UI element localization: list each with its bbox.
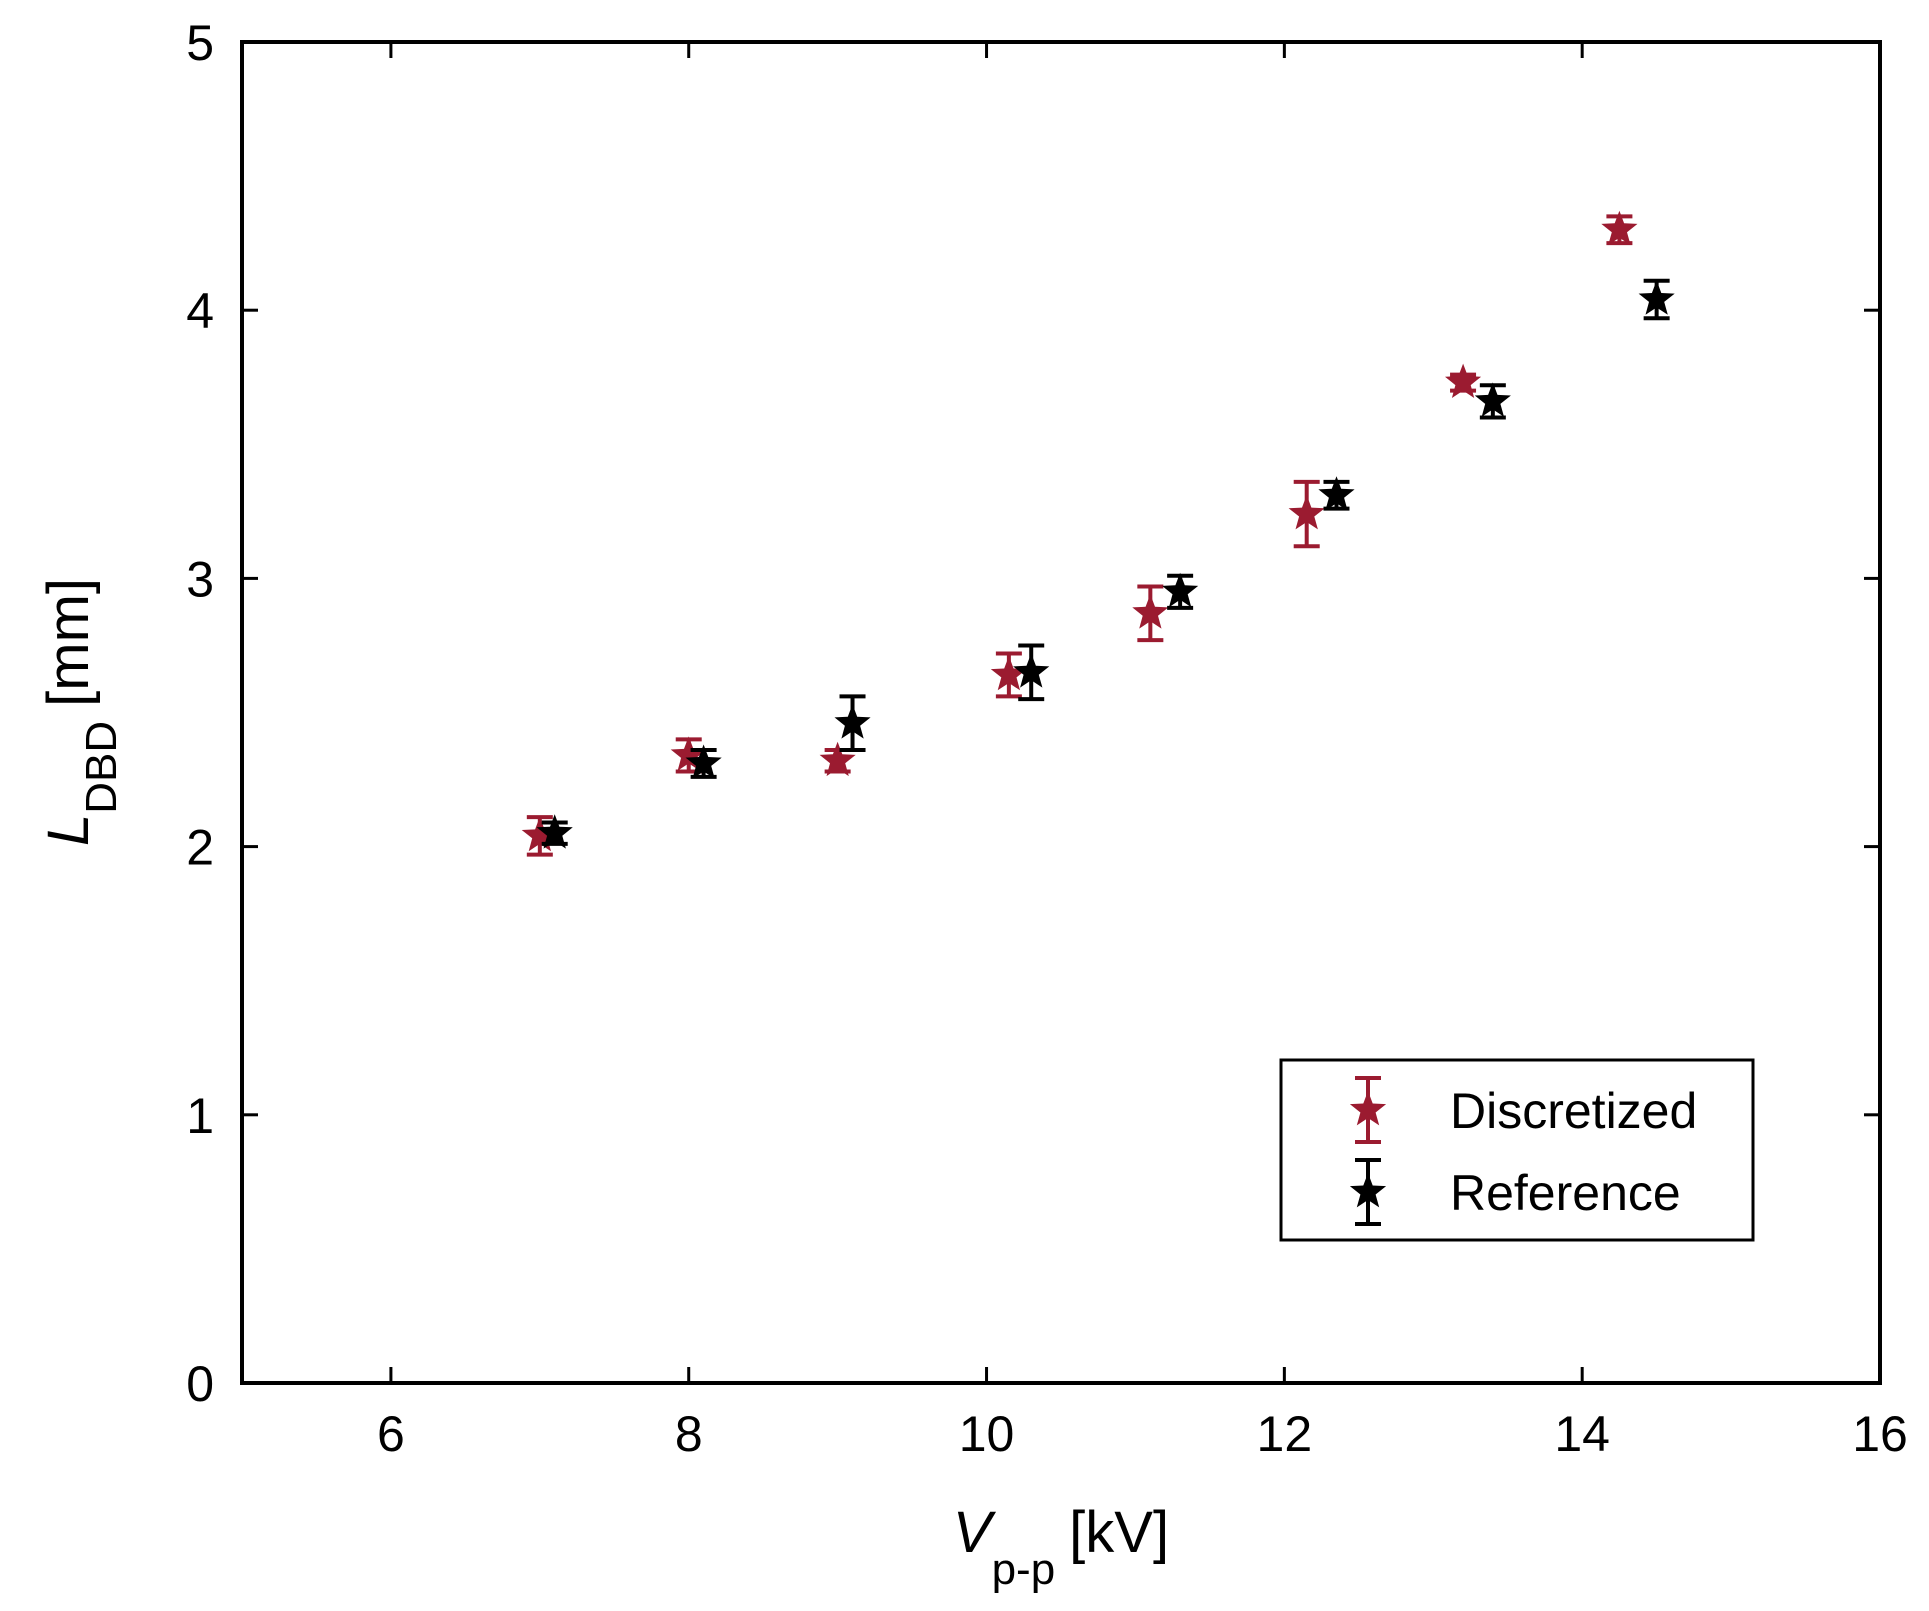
- x-tick-label: 14: [1554, 1406, 1610, 1462]
- x-axis-label-main: V: [953, 1500, 997, 1565]
- x-tick-label: 12: [1257, 1406, 1313, 1462]
- y-tick-label: 0: [186, 1356, 214, 1412]
- y-tick-label: 2: [186, 820, 214, 876]
- plot-frame: [240, 40, 1882, 1385]
- legend-label-reference: Reference: [1450, 1165, 1681, 1221]
- legend-box: [1279, 1058, 1755, 1242]
- data-point: [1288, 495, 1325, 530]
- legend-star-icon: [1349, 1173, 1387, 1208]
- axis-ticks: [242, 40, 1882, 1385]
- y-axis-label-main: L: [36, 814, 101, 846]
- data-point: [1162, 572, 1199, 608]
- data-point: [670, 736, 707, 771]
- legend-label-discretized: Discretized: [1450, 1083, 1697, 1139]
- y-axis-label-sub: DBD: [77, 721, 126, 814]
- y-axis-label: LDBD [mm]: [36, 578, 126, 846]
- series-reference: [536, 278, 1675, 849]
- legend-star-icon: [1349, 1091, 1387, 1126]
- data-series: [521, 210, 1675, 857]
- series-discretized: [521, 210, 1638, 857]
- x-tick-label: 16: [1852, 1406, 1908, 1462]
- y-tick-label: 1: [186, 1088, 214, 1144]
- data-point: [819, 741, 856, 777]
- y-axis-label-unit: [mm]: [36, 578, 101, 707]
- y-tick-label: 5: [186, 15, 214, 71]
- legend: Discretized Reference: [1279, 1058, 1755, 1242]
- data-point: [685, 744, 722, 779]
- x-axis-label: Vp-p [kV]: [953, 1500, 1169, 1594]
- data-point: [521, 816, 558, 852]
- x-tick-label: 8: [675, 1406, 703, 1462]
- data-point: [1445, 363, 1482, 398]
- legend-marker-reference: [1349, 1158, 1387, 1226]
- data-point: [1474, 382, 1511, 417]
- data-point: [536, 814, 573, 849]
- data-point: [1638, 280, 1675, 315]
- x-axis-label-sub: p-p: [992, 1545, 1056, 1594]
- data-point: [1013, 653, 1050, 688]
- data-point: [990, 656, 1027, 691]
- legend-marker-discretized: [1349, 1076, 1387, 1144]
- y-tick-label: 3: [186, 551, 214, 607]
- data-point: [1601, 210, 1638, 246]
- x-tick-label: 10: [959, 1406, 1015, 1462]
- data-point: [834, 704, 871, 739]
- x-axis-label-unit: [kV]: [1069, 1500, 1169, 1565]
- y-tick-label: 4: [186, 283, 214, 339]
- data-point: [1132, 594, 1169, 629]
- x-tick-label: 6: [377, 1406, 405, 1462]
- data-point: [1318, 476, 1355, 511]
